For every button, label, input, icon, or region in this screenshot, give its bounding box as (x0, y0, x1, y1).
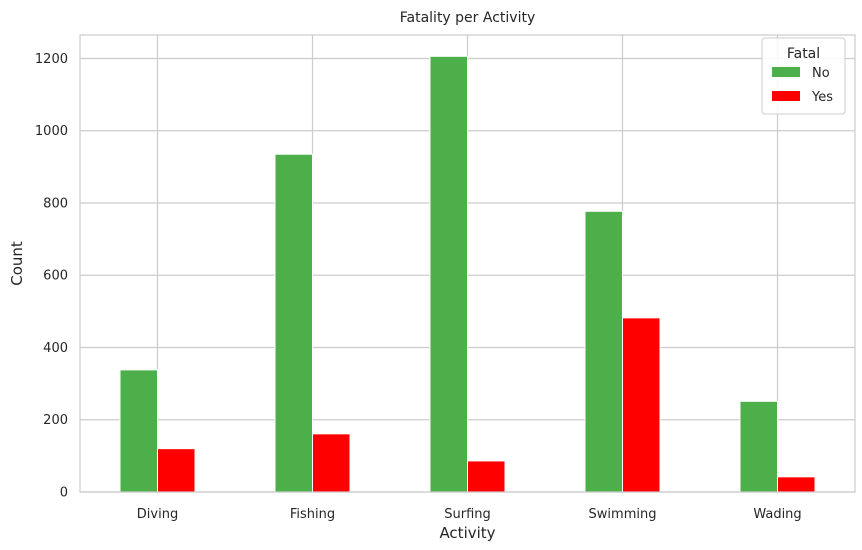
x-axis-label: Activity (439, 524, 495, 542)
bars (119, 55, 816, 493)
bar-yes-fishing (312, 433, 351, 493)
bar-no-fishing (274, 153, 313, 493)
bar-yes-wading (777, 476, 816, 493)
x-tick-label: Swimming (589, 507, 657, 522)
bar-yes-swimming (622, 317, 661, 493)
y-tick-label: 1200 (35, 52, 68, 67)
bar-no-surfing (429, 55, 468, 493)
y-axis-label: Count (8, 241, 26, 286)
y-tick-label: 0 (60, 486, 68, 501)
bar-no-wading (739, 400, 778, 493)
legend-swatch-yes (772, 91, 800, 101)
legend-title: Fatal (787, 46, 820, 62)
x-tick-label: Wading (753, 507, 801, 522)
y-tick-label: 200 (43, 413, 68, 428)
bar-no-diving (119, 369, 158, 493)
bar-yes-surfing (467, 460, 506, 493)
legend-swatch-no (772, 67, 800, 77)
plot-frame (79, 34, 856, 493)
x-tick-labels: Diving Fishing Surfing Swimming Wading (137, 507, 802, 522)
bar-no-swimming (584, 210, 623, 493)
bar-yes-diving (157, 448, 196, 493)
x-tick-label: Diving (137, 507, 178, 522)
y-tick-label: 400 (43, 341, 68, 356)
x-tick-label: Surfing (444, 507, 491, 522)
y-tick-label: 1000 (35, 124, 68, 139)
x-tick-label: Fishing (290, 507, 335, 522)
y-tick-labels: 0 200 400 600 800 1000 1200 (35, 52, 68, 501)
legend-label-yes: Yes (811, 90, 833, 105)
legend-label-no: No (812, 66, 830, 81)
legend-items: No Yes (772, 66, 833, 105)
y-tick-label: 800 (43, 196, 68, 211)
chart-title: Fatality per Activity (400, 10, 535, 26)
y-tick-label: 600 (43, 269, 68, 284)
legend: Fatal No Yes (761, 37, 846, 115)
